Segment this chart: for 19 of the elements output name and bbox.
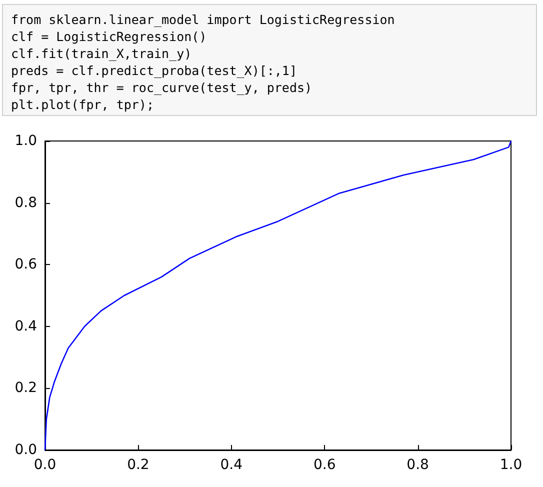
x-tick-label: 0.8	[406, 457, 429, 473]
x-tick-label: 0.6	[313, 457, 336, 473]
x-tick-label: 1.0	[500, 457, 522, 473]
x-tick-label: 0.2	[127, 457, 150, 473]
x-tick-label: 0.4	[220, 457, 243, 473]
text: clf.fit(train_X,train_y)	[11, 45, 193, 62]
y-tick-label: 1.0	[14, 133, 37, 149]
line-series	[44, 140, 512, 451]
y-tick-label: 0.2	[14, 380, 37, 396]
y-tick-label: 0.0	[14, 442, 37, 458]
text: preds = clf.predict_proba(test_X)[:,1]	[11, 62, 298, 79]
x-tick-label: 0.0	[34, 457, 56, 473]
text: fpr, tpr, thr = roc_curve(test_y, preds)	[11, 79, 314, 96]
y-tick-label: 0.6	[14, 256, 38, 273]
text: clf = LogisticRegression()	[11, 28, 208, 45]
text: plt.plot(fpr, tpr);	[11, 96, 155, 113]
text: from sklearn.linear_model import LogisticRegression	[11, 11, 396, 28]
y-tick-label: 0.4	[14, 318, 38, 334]
y-tick-label: 0.8	[14, 194, 37, 211]
